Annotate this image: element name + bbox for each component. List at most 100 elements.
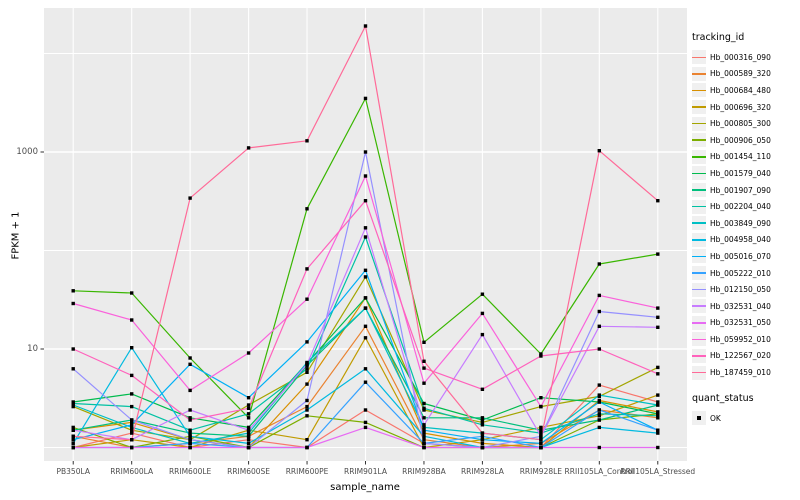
- data-point: [422, 401, 426, 406]
- data-point: [130, 346, 134, 350]
- data-point: [539, 431, 543, 435]
- data-point: [246, 412, 251, 416]
- series-color-line: [692, 305, 706, 307]
- data-point: [246, 406, 251, 410]
- series-color-line: [692, 73, 706, 75]
- data-point: [597, 262, 601, 266]
- legend-item-Hb_003849_090: Hb_003849_090: [692, 215, 798, 232]
- data-point: [363, 199, 368, 203]
- series-color-line: [692, 272, 706, 274]
- data-point: [422, 359, 426, 363]
- data-point: [422, 441, 426, 446]
- data-point: [305, 408, 309, 412]
- data-point: [539, 354, 543, 358]
- data-point: [656, 400, 660, 404]
- legend-item-label: Hb_001579_040: [710, 168, 771, 178]
- data-point: [480, 332, 485, 337]
- legend-key-line-icon: [692, 282, 706, 297]
- legend-key-line-icon: [692, 315, 706, 330]
- legend-item-Hb_005222_010: Hb_005222_010: [692, 265, 798, 282]
- data-point: [246, 434, 251, 438]
- legend-item-label: Hb_012150_050: [710, 285, 771, 295]
- legend-key-line-icon: [692, 249, 706, 264]
- data-point: [656, 410, 660, 414]
- series-color-line: [692, 371, 706, 374]
- series-color-line: [692, 106, 706, 108]
- data-point: [656, 315, 660, 319]
- data-point: [597, 418, 601, 422]
- data-point: [422, 423, 426, 427]
- data-point: [363, 174, 368, 178]
- data-point: [656, 445, 660, 450]
- series-color-line: [692, 205, 706, 208]
- series-points-Hb_122567_020: [71, 199, 660, 422]
- legend-item-label: Hb_000805_300: [710, 119, 771, 129]
- data-point: [71, 441, 75, 446]
- legend-key-line-icon: [692, 216, 706, 231]
- data-point: [246, 445, 251, 450]
- data-point: [597, 414, 601, 418]
- data-point: [71, 425, 75, 430]
- data-point: [130, 392, 134, 396]
- legend-key-line-icon: [692, 133, 706, 148]
- legend-item-Hb_000805_300: Hb_000805_300: [692, 115, 798, 132]
- series-points-Hb_005016_070: [71, 268, 660, 446]
- data-point: [188, 431, 192, 435]
- data-point: [305, 367, 309, 371]
- data-point: [656, 431, 660, 435]
- x-axis-title: sample_name: [330, 482, 400, 493]
- legend-key-line-icon: [692, 183, 706, 198]
- legend-item-label: Hb_059952_010: [710, 334, 771, 344]
- data-point: [305, 398, 309, 403]
- data-point: [188, 434, 192, 438]
- data-point: [480, 434, 485, 438]
- legend-item-Hb_001579_040: Hb_001579_040: [692, 165, 798, 182]
- data-point: [597, 293, 601, 298]
- x-tick-label-RRIM600PE: RRIM600PE: [285, 467, 329, 476]
- legend-item-label: OK: [710, 413, 721, 423]
- x-tick-label-RRII105LA_Control: RRII105LA_Control: [564, 467, 635, 476]
- legend-title-quant-status: quant_status: [692, 392, 754, 404]
- data-point: [188, 388, 192, 393]
- data-point: [130, 418, 134, 422]
- data-point: [363, 150, 368, 154]
- data-point: [539, 441, 543, 446]
- data-point: [130, 420, 134, 425]
- data-point: [246, 403, 251, 407]
- data-point: [656, 414, 660, 418]
- data-point: [188, 418, 192, 422]
- data-point: [246, 441, 251, 446]
- data-point: [539, 404, 543, 409]
- data-point: [305, 362, 309, 366]
- legend-item-Hb_002204_040: Hb_002204_040: [692, 198, 798, 215]
- data-point: [656, 416, 660, 420]
- data-point: [188, 416, 192, 420]
- series-points-Hb_032531_050: [71, 425, 660, 450]
- data-point: [597, 412, 601, 416]
- data-point: [130, 431, 134, 435]
- data-point: [597, 393, 601, 397]
- data-point: [363, 336, 368, 340]
- data-point: [422, 406, 426, 410]
- data-point: [130, 404, 134, 409]
- data-point: [656, 372, 660, 376]
- data-point: [656, 199, 660, 203]
- legend: tracking_id Hb_000316_090 Hb_000589_320 Hb…: [692, 32, 798, 426]
- legend-item-Hb_122567_020: Hb_122567_020: [692, 348, 798, 365]
- legend-item-Hb_032531_040: Hb_032531_040: [692, 298, 798, 315]
- data-point: [480, 445, 485, 450]
- data-point: [422, 434, 426, 438]
- data-point: [188, 438, 192, 442]
- x-tick-label-RRII105LA_Stressed: RRII105LA_Stressed: [620, 467, 696, 476]
- data-point: [480, 423, 485, 427]
- data-point: [130, 438, 134, 442]
- data-point: [363, 380, 368, 384]
- legend-item-label: Hb_032531_050: [710, 318, 771, 328]
- data-point: [246, 438, 251, 442]
- legend-item-label: Hb_122567_020: [710, 351, 771, 361]
- data-point: [246, 351, 251, 355]
- x-tick-label-RRIM901LA: RRIM901LA: [344, 467, 387, 476]
- data-point: [305, 297, 309, 301]
- data-point: [363, 420, 368, 425]
